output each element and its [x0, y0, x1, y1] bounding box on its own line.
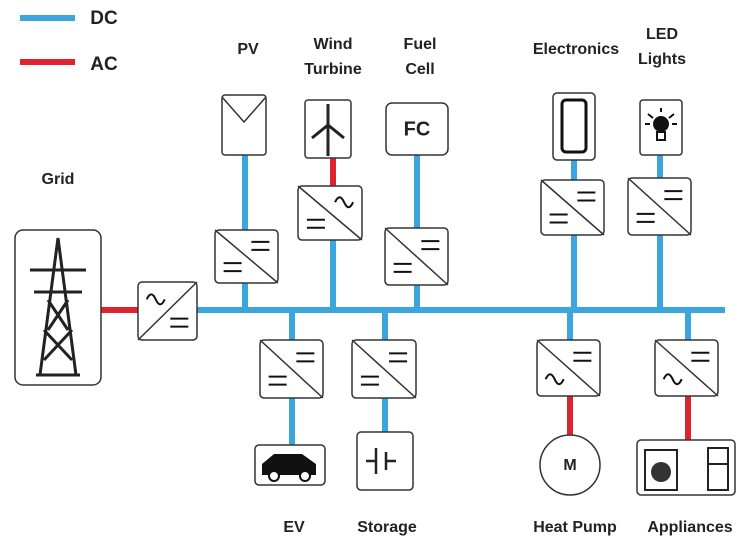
converter-symbol — [662, 373, 683, 386]
node-label: EV — [283, 519, 305, 536]
converter-symbol — [296, 352, 315, 363]
bulb — [653, 116, 669, 132]
node-label: Heat Pump — [533, 519, 617, 536]
legend: DC AC — [20, 8, 118, 75]
pv-panel — [221, 96, 267, 124]
converter-symbol — [421, 240, 440, 251]
converter-symbol — [636, 212, 655, 223]
converter — [654, 339, 719, 397]
node-label: Turbine — [304, 61, 362, 78]
node-label: Storage — [357, 519, 417, 536]
node-label: Fuel — [404, 36, 437, 53]
converter-symbol — [223, 262, 242, 273]
grid-icon — [14, 229, 102, 386]
converter — [214, 229, 279, 284]
converter-symbol — [251, 240, 270, 251]
converter — [540, 179, 605, 236]
turbine — [311, 104, 345, 156]
node-label: Cell — [405, 61, 434, 78]
washer — [644, 449, 678, 491]
car — [262, 454, 316, 475]
converter-diagonal — [259, 339, 324, 399]
converter-diagonal — [540, 179, 605, 236]
converter-symbol — [268, 375, 287, 386]
converter-diagonal — [654, 339, 719, 397]
legend-dc-label: DC — [90, 8, 118, 29]
labels: PV Wind Turbine Fuel Cell Electronics LE… — [42, 26, 733, 536]
wheel — [268, 470, 280, 482]
wheel — [299, 470, 311, 482]
motor-icon — [539, 434, 601, 496]
phone — [560, 98, 588, 154]
converter — [384, 227, 449, 286]
converter — [351, 339, 417, 399]
node-label: Electronics — [533, 41, 619, 58]
node-label: Appliances — [647, 519, 732, 536]
converter-symbol — [577, 191, 596, 202]
converter-diagonal — [214, 229, 279, 284]
washer-door — [651, 462, 671, 482]
converter-symbol — [573, 351, 592, 362]
motor-text: M — [563, 457, 576, 474]
converter — [297, 185, 363, 241]
tower — [30, 237, 86, 377]
node-label: Lights — [638, 51, 686, 68]
converter-diagonal — [536, 339, 601, 397]
converter-diagonal — [627, 177, 692, 236]
bulb-rays — [645, 108, 677, 141]
battery — [366, 448, 396, 474]
converter-symbol — [544, 373, 565, 386]
fc-text: FC — [404, 118, 431, 140]
converter-symbol — [691, 351, 710, 362]
converter-diagonal — [137, 281, 198, 341]
converter — [536, 339, 601, 397]
converter-symbol — [549, 213, 568, 224]
fridge — [707, 447, 729, 491]
legend-ac-label: AC — [90, 54, 118, 75]
converter-symbol — [170, 317, 189, 328]
converter-symbol — [360, 375, 379, 386]
converter-symbol — [306, 218, 325, 229]
converter-diagonal — [384, 227, 449, 286]
icons: FC M — [14, 92, 736, 496]
converter-symbol — [334, 196, 354, 209]
converter-symbol — [145, 293, 166, 306]
converter — [137, 281, 198, 341]
converter — [627, 177, 692, 236]
converters — [137, 177, 719, 399]
converter-diagonal — [297, 185, 363, 241]
converter-symbol — [664, 190, 683, 201]
converter-symbol — [393, 262, 412, 273]
electronics-icon — [552, 92, 596, 161]
converter-diagonal — [351, 339, 417, 399]
converter — [259, 339, 324, 399]
node-label: Wind — [314, 36, 353, 53]
node-label: PV — [237, 41, 259, 58]
node-label: Grid — [42, 171, 75, 188]
node-label: LED — [646, 26, 678, 43]
converter-symbol — [389, 352, 408, 363]
fc-icon — [385, 102, 449, 156]
